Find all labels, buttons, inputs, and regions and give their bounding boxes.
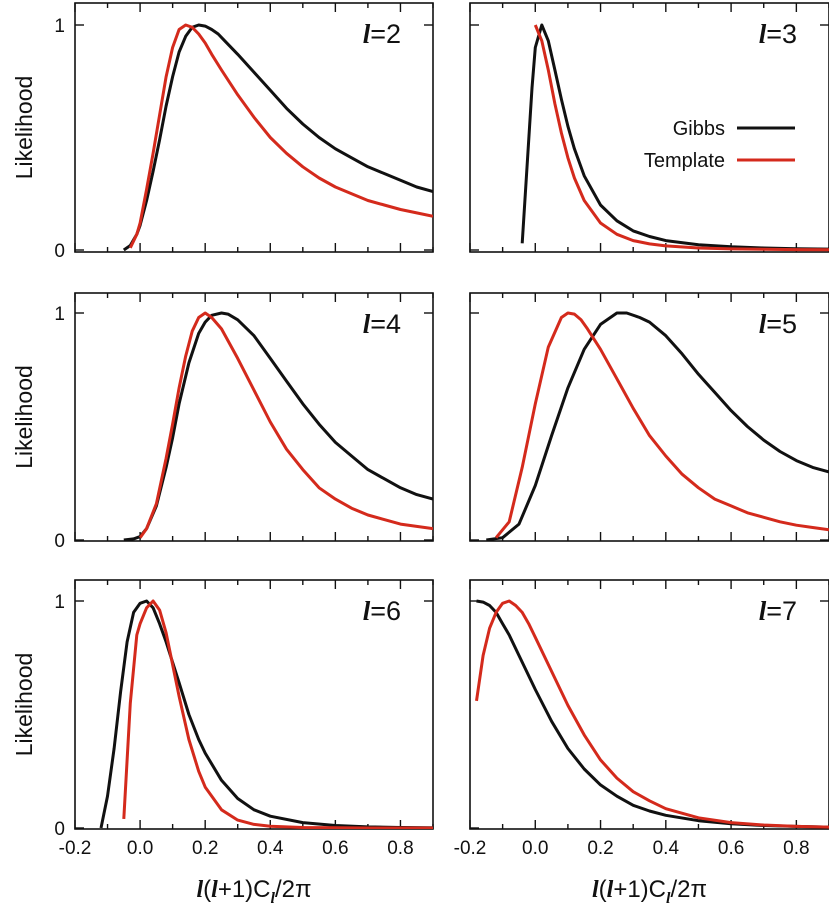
panel-l-label: l=3 <box>759 19 797 49</box>
series-line-gibbs <box>520 23 829 251</box>
panel-l-label: l=5 <box>759 309 797 339</box>
panel-3: 0 1 Likelihood l=4 <box>11 292 434 552</box>
x-tick-label: 0.4 <box>653 838 680 859</box>
y-tick-label: 0 <box>54 819 65 840</box>
panel-frame <box>74 579 434 830</box>
panel-frame <box>469 292 829 542</box>
x-tick-label: -0.2 <box>59 838 92 859</box>
series-line-gibbs <box>99 599 433 829</box>
x-tick-label: 0.4 <box>257 838 284 859</box>
panel-l-label: l=6 <box>363 596 401 626</box>
y-tick-label: 1 <box>54 592 65 613</box>
series-line-template <box>494 311 829 539</box>
panel-5: 0 1 Likelihood -0.2 0.0 0.2 0.4 0.6 0.8 l(l+1)Cl/… <box>11 579 434 907</box>
series-line-template <box>128 23 433 249</box>
series-line-gibbs <box>476 599 829 829</box>
series-line-template <box>533 24 829 252</box>
panel-l-label: l=7 <box>759 596 797 626</box>
y-tick-label: 1 <box>54 304 65 325</box>
panel-2: l=3 Gibbs Template <box>469 2 829 253</box>
series-line-template <box>138 311 433 539</box>
panel-4: l=5 <box>469 292 829 542</box>
series-line-gibbs <box>486 311 829 541</box>
x-tick-label: 0.8 <box>387 838 413 859</box>
panel-l-label: l=4 <box>363 309 401 339</box>
panel-frame <box>469 2 829 253</box>
legend-label: Gibbs <box>673 118 725 140</box>
panel-frame <box>469 579 829 830</box>
y-tick-label: 1 <box>54 16 65 37</box>
series-line-template <box>475 599 829 829</box>
series-line-gibbs <box>123 311 433 541</box>
x-tick-label: 0.8 <box>783 838 809 859</box>
panel-frame <box>74 292 434 542</box>
legend-label: Template <box>644 150 725 172</box>
x-tick-label: 0.0 <box>127 838 153 859</box>
panel-1: 0 1 Likelihood l=2 <box>11 2 434 262</box>
panel-6: -0.2 0.0 0.2 0.4 0.6 0.8 l(l+1)Cl/2π l=7 <box>454 579 829 907</box>
y-tick-label: 0 <box>54 531 65 552</box>
y-tick-label: 0 <box>54 241 65 262</box>
legend: Gibbs Template <box>644 118 795 172</box>
x-tick-label: 0.6 <box>322 838 348 859</box>
panel-frame <box>74 2 434 253</box>
y-axis-label: Likelihood <box>11 653 37 757</box>
y-axis-label: Likelihood <box>11 365 37 469</box>
x-axis-label: l(l+1)Cl/2π <box>196 876 311 907</box>
y-axis-label: Likelihood <box>11 76 37 180</box>
panel-l-label: l=2 <box>363 19 401 49</box>
x-tick-label: 0.0 <box>522 838 548 859</box>
x-tick-label: 0.2 <box>587 838 613 859</box>
x-tick-label: 0.6 <box>718 838 744 859</box>
x-axis-label: l(l+1)Cl/2π <box>592 876 707 907</box>
x-tick-label: -0.2 <box>454 838 487 859</box>
series-line-gibbs <box>122 23 433 252</box>
series-line-template <box>122 599 433 829</box>
x-tick-label: 0.2 <box>192 838 218 859</box>
